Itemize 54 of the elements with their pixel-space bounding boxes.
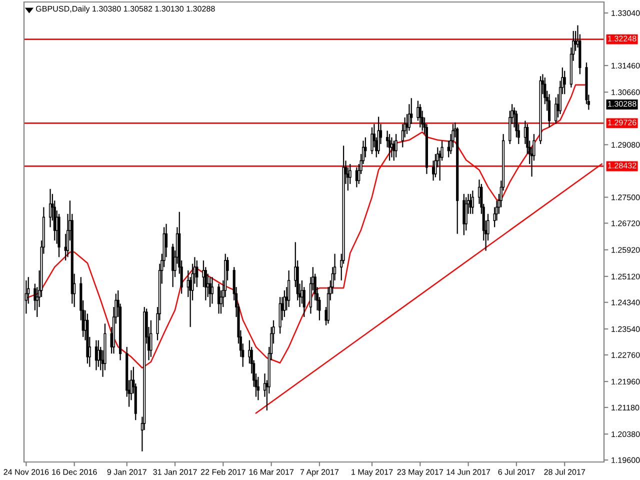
x-tick-label: 16 Dec 2016 — [52, 469, 97, 475]
text: 1.30288 — [608, 100, 636, 107]
x-tick-label: 6 Jul 2017 — [498, 468, 535, 475]
x-tick-label: 1 May 2017 — [352, 469, 393, 476]
candlestick — [462, 193, 466, 236]
candlestick — [548, 94, 551, 128]
candlestick — [208, 276, 212, 308]
candlestick — [48, 188, 52, 228]
y-tick-label: 1.19600 — [612, 457, 640, 464]
candlestick — [418, 104, 422, 128]
candlestick — [97, 340, 100, 368]
ref-line-label: 1.32248 — [608, 36, 636, 42]
y-tick-label: 1.27500 — [612, 194, 640, 200]
candlestick — [370, 126, 374, 155]
candlestick — [278, 296, 282, 334]
y-tick-label: 1.24340 — [612, 300, 640, 306]
candlestick — [471, 190, 474, 214]
candlestick — [464, 196, 468, 232]
y-tick-label: 1.33040 — [612, 10, 640, 16]
x-tick-label: 22 Feb 2017 — [200, 468, 246, 475]
ref-line-label: 1.28432 — [608, 162, 636, 168]
x-tick-label: 16 Mar 2017 — [249, 469, 294, 475]
candlestick — [210, 276, 214, 304]
y-tick-label: 1.26720 — [612, 220, 640, 226]
ref-line-label: 1.29726 — [608, 120, 636, 126]
candlestick — [563, 70, 566, 95]
y-tick-label: 1.20380 — [612, 431, 640, 438]
y-tick-label: 1.22760 — [612, 352, 640, 358]
candlestick — [394, 133, 398, 158]
candlestick — [390, 136, 393, 158]
y-tick-label: 1.25920 — [612, 247, 640, 253]
candlestick — [377, 116, 380, 155]
candlestick — [24, 280, 28, 314]
y-tick-label: 1.21960 — [612, 378, 640, 385]
y-tick-label: 1.31460 — [612, 62, 640, 69]
x-tick-label: 28 Jul 2017 — [544, 468, 586, 475]
y-tick-label: 1.25120 — [612, 274, 640, 280]
x-tick-label: 23 May 2017 — [397, 469, 444, 476]
candlestick — [554, 96, 558, 125]
x-tick-label: 7 Apr 2017 — [300, 469, 339, 476]
x-tick-label: 31 Jan 2017 — [153, 469, 197, 475]
chart-title: GBPUSD,Daily 1.30380 1.30582 1.30130 1.30288 — [36, 6, 215, 14]
y-tick-label: 1.29080 — [612, 142, 640, 148]
candlestick — [256, 376, 260, 401]
x-tick-label: 14 Jun 2017 — [446, 469, 490, 475]
y-tick-label: 1.23540 — [612, 326, 640, 332]
candlestick — [283, 290, 286, 318]
candlestick — [388, 133, 391, 162]
y-tick-label: 1.30660 — [612, 89, 640, 96]
y-tick-label: 1.21180 — [612, 404, 640, 410]
x-tick-label: 24 Nov 2016 — [4, 469, 49, 475]
x-tick-label: 9 Jan 2017 — [107, 469, 146, 475]
candlestick — [288, 270, 290, 308]
candlestick — [217, 283, 220, 314]
